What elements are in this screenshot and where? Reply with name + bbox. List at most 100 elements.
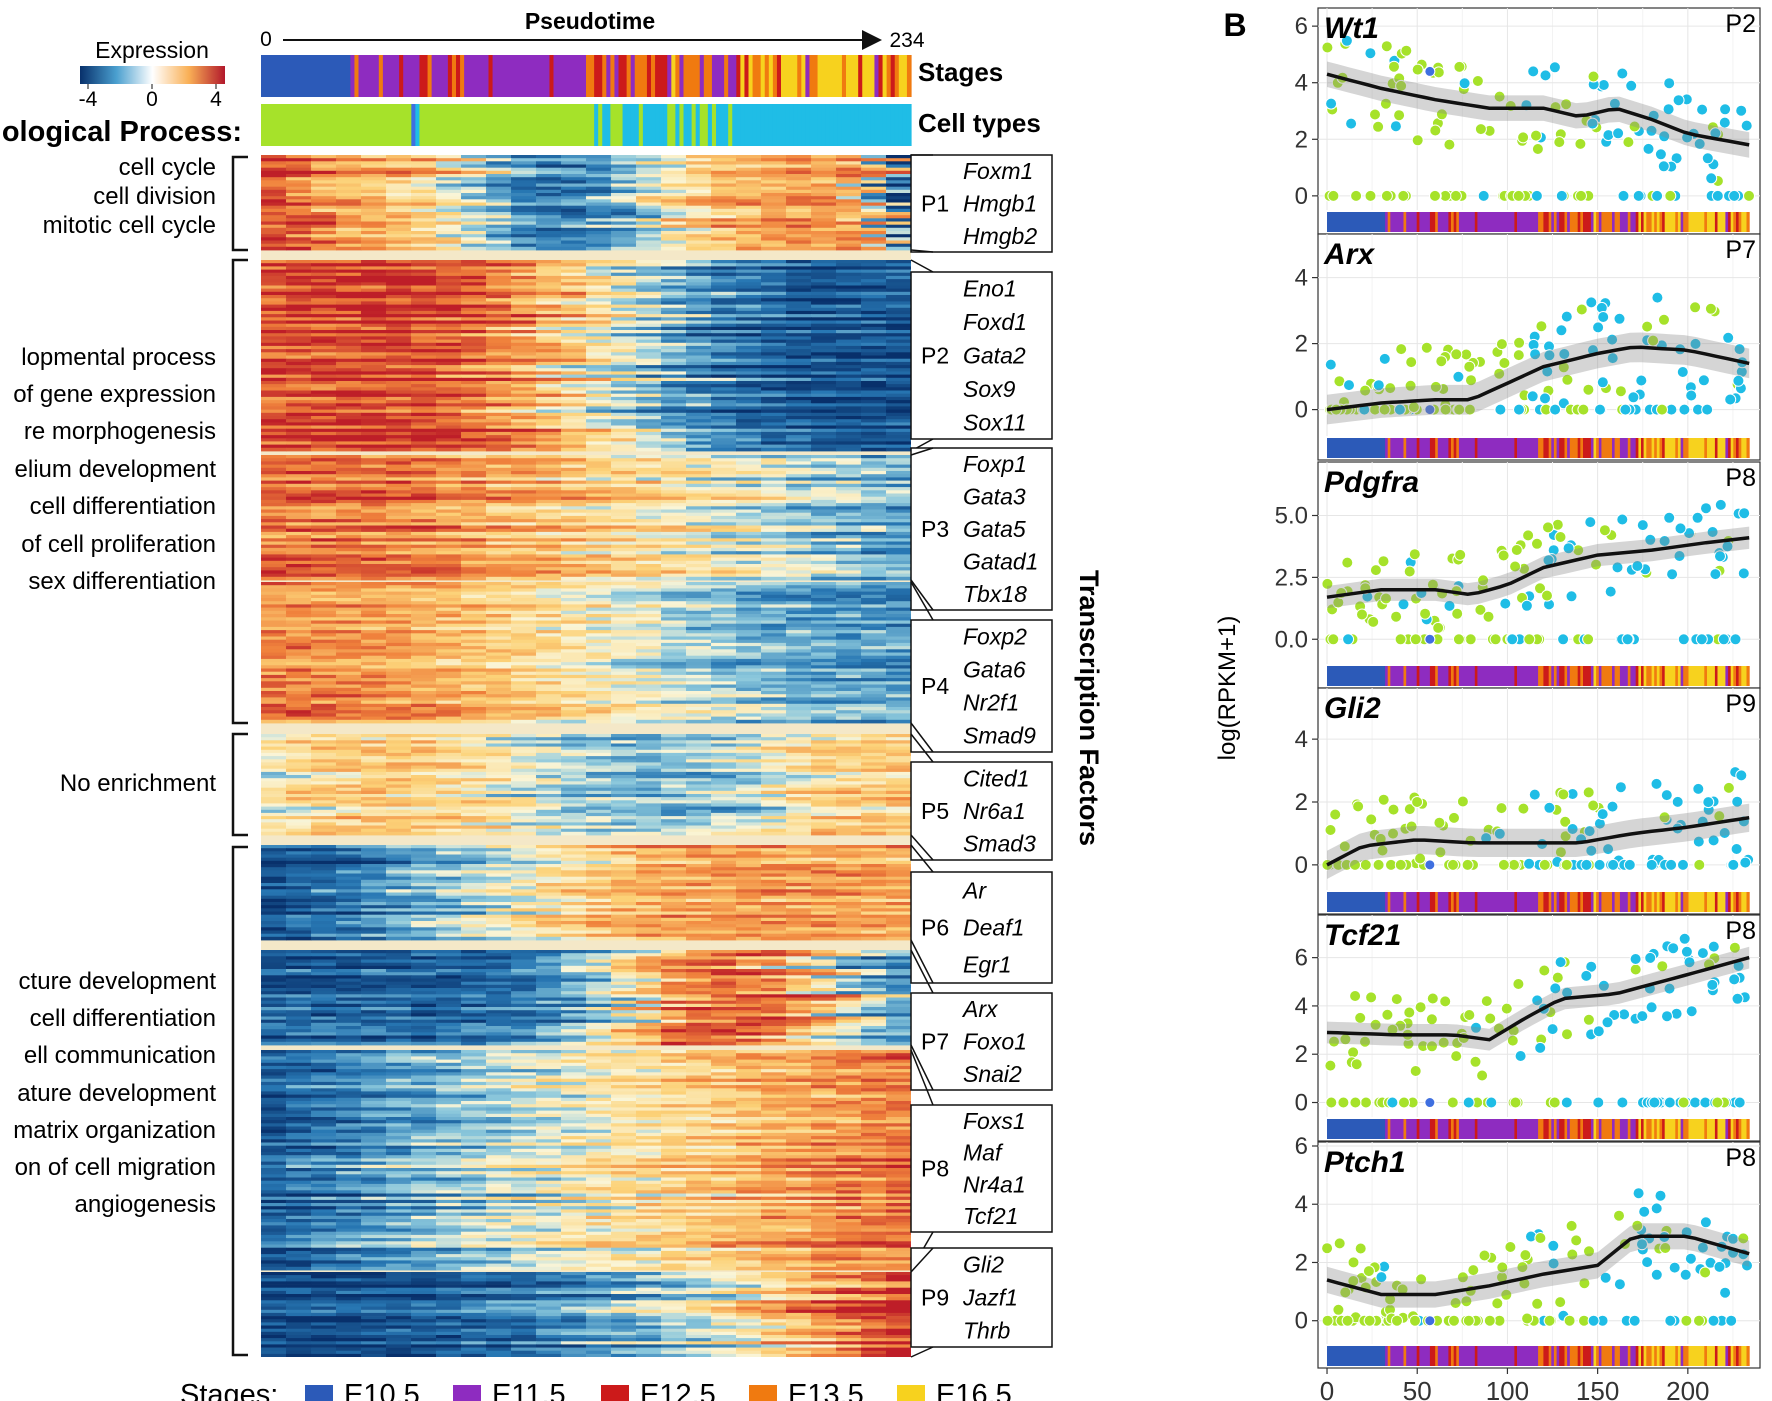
heatmap-cell <box>461 662 487 666</box>
heatmap-cell <box>686 620 712 625</box>
heatmap-cell <box>736 202 762 207</box>
heatmap-cell <box>311 295 337 299</box>
heatmap-cell <box>386 740 412 744</box>
heatmap-cell <box>586 221 612 226</box>
heatmap-cell <box>786 570 812 574</box>
heatmap-cell <box>586 320 612 325</box>
heatmap-cell <box>436 196 462 200</box>
heatmap-cell <box>711 215 737 219</box>
heatmap-cell <box>561 403 587 407</box>
stage-strip <box>634 55 640 97</box>
heatmap-cell <box>661 155 687 159</box>
heatmap-cell <box>261 199 287 203</box>
heatmap-cell <box>461 374 487 379</box>
heatmap-cell <box>461 668 487 673</box>
heatmap-cell <box>636 573 662 578</box>
heatmap-cell <box>336 336 362 340</box>
heatmap-cell <box>361 355 387 360</box>
heatmap-cell <box>511 263 537 267</box>
cell-type-strip <box>521 104 526 146</box>
heatmap-cell <box>586 658 612 663</box>
cell-type-strip <box>837 104 843 146</box>
heatmap-cell <box>761 700 787 705</box>
heatmap-cell <box>461 506 487 510</box>
cell-type-strip <box>557 104 563 146</box>
heatmap-cell <box>711 594 737 599</box>
heatmap-cell <box>486 282 512 286</box>
heatmap-cell <box>736 528 762 533</box>
stage-strip <box>821 55 827 97</box>
heatmap-cell <box>561 288 587 293</box>
heatmap-cell <box>286 607 312 612</box>
heatmap-cell <box>686 614 712 618</box>
heatmap-cell <box>611 387 637 391</box>
heatmap-cell <box>711 531 737 536</box>
heatmap-cell <box>536 333 562 337</box>
heatmap-cell <box>711 528 737 533</box>
heatmap-cell <box>436 598 462 602</box>
cell-type-strip <box>675 104 681 146</box>
stage-strip <box>516 55 522 97</box>
heatmap-cell <box>536 400 562 404</box>
heatmap-cell <box>686 377 712 382</box>
heatmap-cell <box>561 409 587 414</box>
stage-strip <box>825 55 831 97</box>
heatmap-cell <box>861 317 887 321</box>
heatmap-cell <box>411 183 437 188</box>
heatmap-cell <box>436 594 462 599</box>
heatmap-cell <box>811 371 837 375</box>
heatmap-cell <box>761 668 787 673</box>
heatmap-cell <box>561 231 587 235</box>
heatmap-cell <box>436 390 462 395</box>
heatmap-cell <box>636 525 662 530</box>
heatmap-cell <box>361 614 387 618</box>
heatmap-cell <box>861 743 887 748</box>
heatmap-cell <box>311 155 337 159</box>
heatmap-cell <box>811 174 837 178</box>
heatmap-cell <box>661 687 687 692</box>
heatmap-cell <box>586 215 612 219</box>
heatmap-cell <box>261 493 287 498</box>
heatmap-cell <box>286 218 312 222</box>
heatmap-cell <box>411 662 437 666</box>
cell-type-strip <box>500 104 506 146</box>
heatmap-cell <box>886 377 911 382</box>
heatmap-cell <box>661 431 687 436</box>
heatmap-cell <box>836 212 862 216</box>
heatmap-cell <box>736 607 762 612</box>
heatmap-cell <box>511 496 537 501</box>
heatmap-cell <box>686 320 712 325</box>
heatmap-cell <box>611 377 637 382</box>
heatmap-cell <box>786 743 812 748</box>
heatmap-cell <box>661 467 687 472</box>
heatmap-cell <box>536 691 562 695</box>
heatmap-cell <box>286 531 312 536</box>
heatmap-cell <box>586 703 612 708</box>
heatmap-cell <box>761 361 787 366</box>
heatmap-cell <box>886 189 911 194</box>
heatmap-cell <box>661 438 687 442</box>
heatmap-cell <box>561 266 587 270</box>
heatmap-cell <box>361 655 387 660</box>
heatmap-cell <box>736 617 762 621</box>
heatmap-cell <box>436 406 462 410</box>
heatmap-cell <box>661 221 687 226</box>
heatmap-cell <box>636 231 662 235</box>
heatmap-cell <box>461 694 487 698</box>
heatmap-cell <box>561 681 587 685</box>
heatmap-cell <box>761 186 787 191</box>
heatmap-cell <box>411 167 437 172</box>
heatmap-cell <box>386 639 412 644</box>
heatmap-cell <box>511 601 537 605</box>
heatmap-cell <box>561 444 587 449</box>
heatmap-cell <box>886 531 911 536</box>
heatmap-cell <box>386 174 412 178</box>
heatmap-cell <box>261 333 287 337</box>
heatmap-cell <box>411 541 437 546</box>
heatmap-cell <box>711 368 737 372</box>
heatmap-cell <box>686 412 712 417</box>
heatmap-cell <box>861 560 887 565</box>
heatmap-cell <box>786 633 812 637</box>
heatmap-cell <box>411 406 437 410</box>
heatmap-cell <box>436 400 462 404</box>
